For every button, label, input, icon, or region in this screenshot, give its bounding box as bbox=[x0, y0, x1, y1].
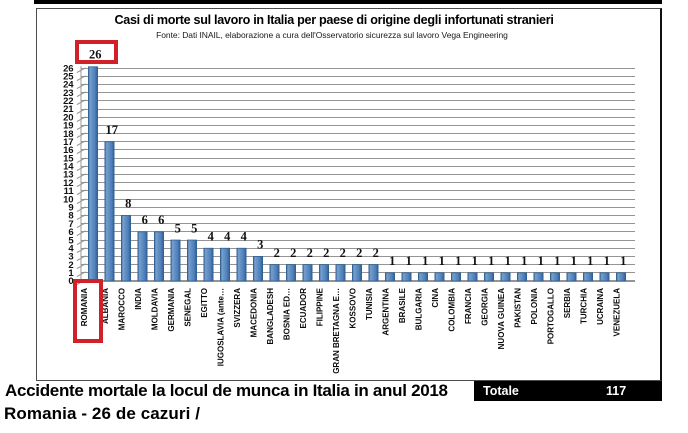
svg-text:4: 4 bbox=[241, 229, 248, 243]
svg-text:FRANCIA: FRANCIA bbox=[464, 288, 473, 324]
svg-text:ARGENTINA: ARGENTINA bbox=[382, 288, 391, 336]
svg-text:8: 8 bbox=[68, 211, 73, 222]
svg-text:21: 21 bbox=[63, 104, 74, 115]
svg-text:1: 1 bbox=[488, 254, 494, 268]
svg-text:PAKISTAN: PAKISTAN bbox=[514, 288, 523, 328]
svg-text:6: 6 bbox=[68, 227, 73, 238]
svg-text:1: 1 bbox=[620, 254, 626, 268]
svg-text:TUNISIA: TUNISIA bbox=[365, 288, 374, 320]
svg-text:11: 11 bbox=[64, 186, 75, 197]
svg-text:2: 2 bbox=[68, 260, 73, 271]
svg-text:1: 1 bbox=[406, 254, 412, 268]
svg-text:8: 8 bbox=[125, 197, 131, 211]
svg-text:0: 0 bbox=[68, 276, 73, 287]
svg-text:6: 6 bbox=[158, 213, 164, 227]
svg-text:IUGOSLAVIA (ante…: IUGOSLAVIA (ante… bbox=[217, 288, 226, 366]
svg-text:COLOMBIA: COLOMBIA bbox=[448, 288, 457, 332]
svg-text:CINA: CINA bbox=[431, 288, 440, 308]
svg-text:1: 1 bbox=[68, 268, 74, 279]
svg-text:1: 1 bbox=[571, 254, 577, 268]
svg-text:GERMANIA: GERMANIA bbox=[167, 288, 176, 332]
svg-text:BANGLADESH: BANGLADESH bbox=[266, 288, 275, 345]
svg-text:1: 1 bbox=[389, 254, 395, 268]
svg-text:ALBANIA: ALBANIA bbox=[101, 288, 110, 324]
svg-text:1: 1 bbox=[472, 254, 478, 268]
svg-text:KOSSOVO: KOSSOVO bbox=[349, 288, 358, 328]
svg-text:FILIPPINE: FILIPPINE bbox=[316, 287, 325, 326]
svg-text:UCRAINA: UCRAINA bbox=[596, 288, 605, 325]
svg-text:4: 4 bbox=[224, 229, 231, 243]
svg-text:2: 2 bbox=[290, 246, 296, 260]
svg-text:SERBIA: SERBIA bbox=[563, 288, 572, 318]
svg-text:19: 19 bbox=[63, 121, 73, 132]
svg-text:3: 3 bbox=[257, 238, 263, 252]
svg-text:23: 23 bbox=[63, 88, 73, 99]
svg-text:ROMANIA: ROMANIA bbox=[80, 288, 89, 326]
svg-text:MOLDAVIA: MOLDAVIA bbox=[151, 288, 160, 330]
svg-text:NUOVA GUINEA: NUOVA GUINEA bbox=[497, 288, 506, 350]
svg-text:15: 15 bbox=[63, 153, 74, 164]
svg-text:BULGARIA: BULGARIA bbox=[415, 288, 424, 330]
svg-text:2: 2 bbox=[323, 246, 329, 260]
svg-text:1: 1 bbox=[587, 254, 593, 268]
svg-text:16: 16 bbox=[63, 145, 73, 156]
svg-text:EGITTO: EGITTO bbox=[200, 288, 209, 318]
svg-text:20: 20 bbox=[63, 112, 73, 123]
svg-text:17: 17 bbox=[105, 123, 118, 137]
svg-text:5: 5 bbox=[175, 221, 181, 235]
svg-text:1: 1 bbox=[604, 254, 610, 268]
svg-text:2: 2 bbox=[340, 246, 346, 260]
svg-text:VENEZUELA: VENEZUELA bbox=[613, 288, 622, 337]
svg-text:SENEGAL: SENEGAL bbox=[184, 288, 193, 327]
svg-text:2: 2 bbox=[373, 246, 379, 260]
svg-text:1: 1 bbox=[521, 254, 527, 268]
svg-text:1: 1 bbox=[455, 254, 461, 268]
svg-text:MAROCCO: MAROCCO bbox=[118, 288, 127, 330]
svg-text:ECUADOR: ECUADOR bbox=[299, 288, 308, 329]
svg-text:13: 13 bbox=[63, 170, 73, 181]
svg-text:BRASILE: BRASILE bbox=[398, 287, 407, 323]
svg-text:18: 18 bbox=[63, 129, 73, 140]
svg-text:5: 5 bbox=[191, 221, 197, 235]
svg-text:PORTOGALLO: PORTOGALLO bbox=[547, 288, 556, 344]
svg-text:25: 25 bbox=[63, 71, 74, 82]
svg-text:INDIA: INDIA bbox=[134, 288, 143, 310]
svg-text:6: 6 bbox=[142, 213, 148, 227]
svg-text:TURCHIA: TURCHIA bbox=[580, 288, 589, 324]
svg-text:4: 4 bbox=[208, 229, 215, 243]
svg-text:26: 26 bbox=[89, 48, 102, 62]
svg-text:1: 1 bbox=[538, 254, 544, 268]
svg-text:2: 2 bbox=[356, 246, 362, 260]
svg-text:24: 24 bbox=[63, 80, 74, 91]
svg-text:BOSNIA ED…: BOSNIA ED… bbox=[283, 288, 292, 340]
svg-text:17: 17 bbox=[63, 137, 73, 148]
svg-text:2: 2 bbox=[307, 246, 313, 260]
svg-text:1: 1 bbox=[439, 254, 445, 268]
svg-text:1: 1 bbox=[422, 254, 428, 268]
svg-text:1: 1 bbox=[554, 254, 560, 268]
svg-text:14: 14 bbox=[63, 162, 74, 173]
svg-text:GEORGIA: GEORGIA bbox=[481, 288, 490, 326]
svg-text:2: 2 bbox=[274, 246, 280, 260]
svg-text:26: 26 bbox=[63, 63, 73, 74]
svg-text:12: 12 bbox=[63, 178, 73, 189]
svg-text:SVIZZERA: SVIZZERA bbox=[233, 288, 242, 328]
svg-text:POLONIA: POLONIA bbox=[530, 288, 539, 325]
svg-text:9: 9 bbox=[68, 202, 73, 213]
svg-text:7: 7 bbox=[68, 219, 73, 230]
svg-text:22: 22 bbox=[63, 96, 73, 107]
svg-text:5: 5 bbox=[68, 235, 74, 246]
svg-text:1: 1 bbox=[505, 254, 511, 268]
svg-text:3: 3 bbox=[68, 252, 73, 263]
svg-text:10: 10 bbox=[63, 194, 73, 205]
svg-text:GRAN BRETAGNA E…: GRAN BRETAGNA E… bbox=[332, 288, 341, 374]
svg-text:MACEDONIA: MACEDONIA bbox=[250, 288, 259, 338]
svg-text:4: 4 bbox=[68, 243, 74, 254]
